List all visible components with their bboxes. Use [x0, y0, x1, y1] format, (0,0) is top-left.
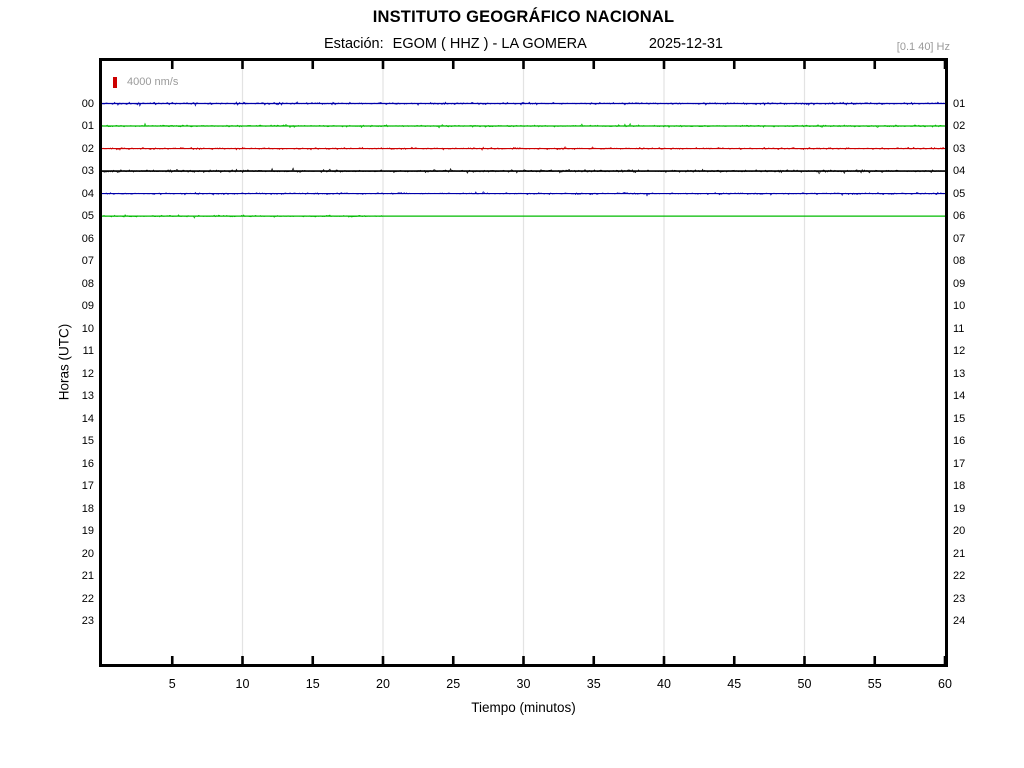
hour-label-right-14: 14 — [953, 390, 966, 403]
hour-label-left-15: 15 — [81, 435, 94, 448]
trace-00-noise — [101, 101, 945, 107]
hour-label-left-02: 02 — [81, 142, 94, 155]
trace-01-noise — [101, 122, 945, 129]
hour-label-right-24: 24 — [953, 615, 966, 628]
hour-label-left-09: 09 — [81, 300, 94, 313]
hour-label-right-07: 07 — [953, 232, 966, 245]
hour-label-right-04: 04 — [953, 165, 966, 178]
hour-label-left-00: 00 — [81, 97, 94, 110]
trace-03-noise — [101, 167, 945, 175]
left-hour-axis: 00 01 02 03 04 05 06 07 08 09 10 11 12 13 14 15 16 17 18 19… — [0, 0, 94, 768]
hour-label-right-02: 02 — [953, 120, 966, 133]
plot-frame: 4000 nm/s — [99, 58, 948, 667]
trace-04-noise — [101, 191, 945, 197]
hour-label-right-11: 11 — [953, 322, 965, 335]
hour-label-right-19: 19 — [953, 502, 966, 515]
hour-label-right-22: 22 — [953, 570, 966, 583]
subtitle: Estación: EGOM ( HHZ ) - LA GOMERA 2025-… — [99, 36, 948, 52]
filter-band-label: [0.1 40] Hz — [896, 41, 950, 53]
trace-02-noise — [101, 146, 945, 151]
hour-label-left-06: 06 — [81, 232, 94, 245]
x-axis-title: Tiempo (minutos) — [471, 700, 576, 715]
x-tick-labels: 5 10 15 20 25 30 35 40 45 50 55 60 — [0, 677, 1024, 693]
hour-label-left-14: 14 — [81, 412, 94, 425]
hour-label-left-01: 01 — [81, 120, 94, 133]
hour-label-left-13: 13 — [81, 390, 94, 403]
station-label: Estación: — [324, 36, 384, 52]
x-tick-label-15: 15 — [305, 677, 320, 691]
hour-label-left-17: 17 — [81, 480, 94, 493]
hour-label-left-03: 03 — [81, 165, 94, 178]
x-tick-label-20: 20 — [376, 677, 390, 691]
hour-label-left-16: 16 — [81, 457, 94, 470]
trace-canvas — [101, 61, 947, 664]
x-tick-label-30: 30 — [516, 677, 531, 691]
hour-label-left-23: 23 — [81, 615, 94, 628]
station-value: EGOM ( HHZ ) - LA GOMERA — [392, 36, 587, 52]
hour-label-left-12: 12 — [81, 367, 94, 380]
right-hour-axis: 01 02 03 04 05 06 07 08 09 10 11 12 13 14 15 16 17 18 19 20… — [953, 0, 993, 768]
hour-label-left-10: 10 — [81, 322, 94, 335]
hour-label-left-08: 08 — [81, 277, 94, 290]
hour-label-left-05: 05 — [81, 210, 94, 223]
hour-label-left-19: 19 — [81, 525, 94, 538]
hour-label-right-06: 06 — [953, 210, 966, 223]
x-tick-label-10: 10 — [235, 677, 250, 691]
hour-label-right-23: 23 — [953, 592, 966, 605]
hour-label-left-21: 21 — [81, 570, 94, 583]
hour-label-left-18: 18 — [81, 502, 94, 515]
hour-label-right-08: 08 — [953, 255, 966, 268]
hour-label-right-01: 01 — [953, 97, 966, 110]
hour-label-left-22: 22 — [81, 592, 94, 605]
x-tick-label-55: 55 — [867, 677, 882, 691]
hour-label-left-20: 20 — [81, 547, 94, 560]
x-tick-label-40: 40 — [657, 677, 671, 691]
trace-05-noise — [101, 214, 383, 219]
hour-label-left-04: 04 — [81, 187, 94, 200]
hour-label-right-16: 16 — [953, 435, 966, 448]
x-tick-label-45: 45 — [727, 677, 742, 691]
x-tick-label-50: 50 — [797, 677, 812, 691]
hour-label-right-10: 10 — [953, 300, 966, 313]
hour-label-right-12: 12 — [953, 345, 966, 358]
hour-label-left-11: 11 — [82, 345, 94, 358]
hour-label-right-13: 13 — [953, 367, 966, 380]
x-tick-label-5: 5 — [168, 677, 176, 691]
hour-label-right-18: 18 — [953, 480, 966, 493]
hour-label-left-07: 07 — [81, 255, 94, 268]
page-title: INSTITUTO GEOGRÁFICO NACIONAL — [372, 8, 675, 26]
date-label: 2025-12-31 — [648, 36, 723, 52]
scale-legend: 4000 nm/s — [113, 76, 178, 88]
x-tick-label-60: 60 — [938, 677, 952, 691]
scale-bar-icon — [113, 76, 117, 88]
station-group: Estación: EGOM ( HHZ ) - LA GOMERA — [324, 36, 587, 52]
hour-label-right-15: 15 — [953, 412, 966, 425]
x-tick-label-25: 25 — [446, 677, 461, 691]
hour-label-right-21: 21 — [953, 547, 966, 560]
hour-label-right-09: 09 — [953, 277, 966, 290]
hour-label-right-05: 05 — [953, 187, 966, 200]
x-tick-label-35: 35 — [586, 677, 601, 691]
hour-label-right-03: 03 — [953, 142, 966, 155]
hour-label-right-20: 20 — [953, 525, 966, 538]
scale-value: 4000 nm/s — [127, 76, 179, 88]
hour-label-right-17: 17 — [953, 457, 966, 470]
